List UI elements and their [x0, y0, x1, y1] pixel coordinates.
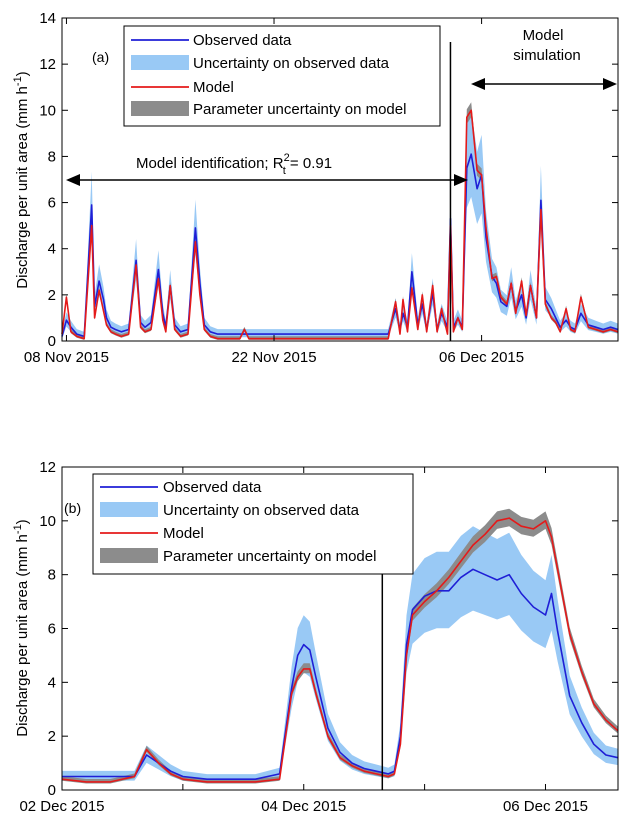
svg-text:Model: Model [163, 525, 204, 542]
svg-text:Model: Model [193, 79, 234, 96]
y-tick-label: 0 [48, 333, 56, 350]
y-tick-label: 4 [48, 241, 56, 258]
svg-text:Parameter uncertainty on model: Parameter uncertainty on model [163, 548, 376, 565]
identification-label: Model identification; R2 t = 0.91 [136, 152, 332, 177]
simulation-arrow [471, 78, 617, 90]
identification-arrow [66, 174, 468, 186]
y-tick-label: 10 [39, 102, 56, 119]
x-axis-ticks: 02 Dec 2015 04 Dec 2015 06 Dec 2015 [19, 467, 588, 815]
panel-label-a: (a) [92, 49, 109, 65]
x-tick-label: 22 Nov 2015 [231, 349, 316, 366]
series-lines [61, 517, 619, 783]
x-tick-label: 06 Dec 2015 [439, 349, 524, 366]
x-tick-label: 02 Dec 2015 [19, 798, 104, 815]
y-tick-label: 8 [48, 148, 56, 165]
legend-b: Observed data Uncertainty on observed da… [92, 473, 414, 575]
observed-uncertainty-band [62, 526, 618, 783]
series-lines [61, 109, 619, 340]
svg-text:Observed data: Observed data [193, 32, 292, 49]
observed-uncertainty-area [62, 526, 618, 783]
svg-text:Observed data: Observed data [163, 479, 262, 496]
x-tick-label: 06 Dec 2015 [503, 798, 588, 815]
simulation-label-line1: Model [523, 27, 564, 44]
y-tick-label: 0 [48, 782, 56, 799]
y-tick-label: 12 [39, 56, 56, 73]
y-tick-label: 10 [39, 513, 56, 530]
y-tick-label: 14 [39, 10, 56, 27]
panel-b: 0 2 4 6 8 10 12 02 Dec 2015 04 Dec 2015 06 Dec 2… [12, 459, 619, 815]
y-tick-label: 6 [48, 621, 56, 638]
legend-a: Observed data Uncertainty on observed da… [123, 25, 441, 127]
y-tick-label: 2 [48, 728, 56, 745]
y-tick-label: 4 [48, 674, 56, 691]
x-axis-ticks: 08 Nov 2015 22 Nov 2015 06 Dec 2015 [24, 18, 524, 366]
simulation-label-line2: simulation [513, 47, 581, 64]
y-tick-label: 2 [48, 287, 56, 304]
panel-label-b: (b) [64, 500, 81, 516]
y-tick-label: 12 [39, 459, 56, 476]
model-line [61, 517, 619, 783]
svg-text:Uncertainty on observed data: Uncertainty on observed data [163, 502, 360, 519]
y-tick-label: 8 [48, 567, 56, 584]
y-axis-label-a: Discharge per unit area (mm h-1) [12, 71, 31, 288]
plot-area-frame [61, 17, 619, 342]
y-axis-label-b: Discharge per unit area (mm h-1) [12, 519, 31, 736]
y-tick-label: 6 [48, 195, 56, 212]
svg-text:Uncertainty on observed data: Uncertainty on observed data [193, 55, 390, 72]
observed-data-line [62, 568, 619, 780]
y-axis-ticks: 0 2 4 6 8 10 12 [39, 459, 618, 799]
y-axis-ticks: 0 2 4 6 8 10 12 14 [39, 10, 618, 350]
panel-a: 0 2 4 6 8 10 12 14 08 Nov 2015 22 Nov 2015 06 Dec… [12, 10, 619, 366]
x-tick-label: 04 Dec 2015 [261, 798, 346, 815]
svg-text:Parameter uncertainty on model: Parameter uncertainty on model [193, 101, 406, 118]
x-tick-label: 08 Nov 2015 [24, 349, 109, 366]
model-line [61, 109, 619, 340]
